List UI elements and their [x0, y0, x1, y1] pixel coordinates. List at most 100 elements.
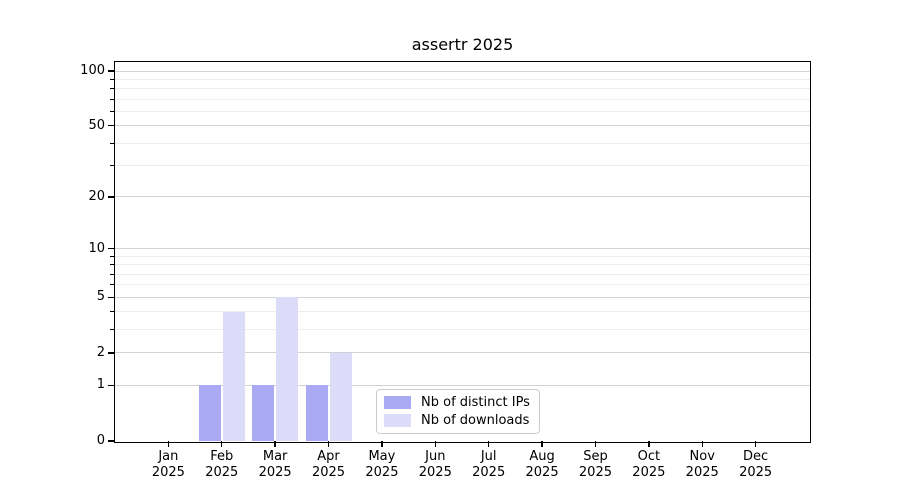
y-tick-mark	[108, 196, 114, 198]
gridline-major	[115, 125, 810, 127]
gridline-major	[115, 248, 810, 250]
legend-item-distinct-ips: Nb of distinct IPs	[384, 395, 530, 410]
gridline-minor	[115, 78, 810, 80]
y-tick-mark	[108, 352, 114, 354]
x-tick-label-year: 2025	[258, 464, 292, 480]
y-tick-mark	[108, 384, 114, 387]
x-tick-label-year: 2025	[578, 464, 612, 480]
y-tick-mark	[108, 248, 114, 250]
y-minor-tick-mark	[110, 142, 114, 144]
legend-swatch-distinct-ips	[384, 396, 411, 409]
x-tick-label-month: Apr	[317, 449, 340, 464]
gridline-minor	[115, 273, 810, 275]
gridline-minor	[115, 142, 810, 144]
x-tick-mark	[274, 441, 276, 447]
y-tick-label: 5	[96, 289, 105, 305]
y-minor-tick-mark	[110, 273, 114, 275]
y-tick-mark	[108, 70, 114, 72]
x-tick-label: Jan 2025	[136, 449, 200, 480]
chart-title: assertr 2025	[411, 35, 514, 54]
y-minor-tick-mark	[110, 264, 114, 266]
bar-downloads	[276, 297, 299, 441]
x-tick-label-month: Aug	[529, 449, 555, 464]
x-tick-label-year: 2025	[525, 464, 559, 480]
bar-downloads	[222, 311, 245, 441]
x-tick-mark	[541, 441, 543, 447]
x-tick-label: Aug 2025	[510, 449, 574, 480]
x-tick-label-year: 2025	[418, 464, 452, 480]
y-minor-tick-mark	[110, 165, 114, 167]
x-tick-label-month: Dec	[743, 449, 769, 464]
bar-distinct-ips	[252, 385, 275, 441]
y-minor-tick-mark	[110, 78, 114, 80]
y-minor-tick-mark	[110, 329, 114, 331]
gridline-minor	[115, 264, 810, 266]
x-tick-label-year: 2025	[205, 464, 239, 480]
gridline-minor	[115, 98, 810, 100]
x-tick-label: Feb 2025	[190, 449, 254, 480]
x-tick-label-month: Mar	[262, 449, 288, 464]
x-tick-mark	[381, 441, 383, 447]
legend-item-downloads: Nb of downloads	[384, 413, 530, 428]
gridline-minor	[115, 255, 810, 257]
gridline-major	[115, 70, 810, 72]
gridline-major	[115, 384, 810, 386]
y-minor-tick-mark	[110, 88, 114, 90]
legend-label-downloads: Nb of downloads	[421, 413, 530, 428]
y-minor-tick-mark	[110, 255, 114, 257]
x-tick-mark	[594, 441, 597, 447]
x-tick-mark	[648, 441, 650, 447]
y-tick-mark	[108, 125, 114, 127]
x-tick-label-month: Feb	[210, 449, 234, 464]
legend-swatch-downloads	[384, 414, 411, 427]
y-tick-label: 0	[96, 433, 105, 448]
y-tick-label: 20	[88, 188, 105, 204]
x-tick-label-year: 2025	[151, 464, 185, 480]
x-tick-label-month: May	[368, 449, 396, 464]
x-tick-label: Dec 2025	[724, 449, 788, 480]
gridline-minor	[115, 284, 810, 286]
x-tick-label-year: 2025	[632, 464, 666, 480]
x-tick-mark	[701, 441, 703, 447]
y-tick-label: 2	[96, 344, 105, 360]
x-tick-label: Oct 2025	[617, 449, 681, 480]
x-tick-label: Nov 2025	[670, 449, 734, 480]
x-tick-label: Apr 2025	[297, 449, 361, 480]
x-tick-label-year: 2025	[685, 464, 719, 480]
x-tick-label: Jul 2025	[457, 449, 521, 480]
x-tick-label-year: 2025	[472, 464, 506, 480]
x-tick-label-year: 2025	[739, 464, 773, 480]
x-tick-label-month: Jul	[480, 449, 497, 464]
y-tick-label: 10	[88, 240, 105, 256]
x-tick-label-year: 2025	[311, 464, 346, 480]
gridline-minor	[115, 311, 810, 313]
gridline-major	[115, 196, 810, 198]
x-tick-mark	[754, 441, 757, 447]
y-minor-tick-mark	[110, 110, 114, 112]
y-tick-label: 50	[88, 117, 105, 133]
bar-distinct-ips	[198, 385, 221, 441]
gridline-major	[115, 296, 810, 298]
x-tick-label-month: Nov	[689, 449, 715, 464]
x-tick-label: Jun 2025	[403, 449, 467, 480]
x-tick-mark	[434, 441, 436, 447]
y-tick-label: 100	[80, 63, 105, 78]
y-minor-tick-mark	[110, 284, 114, 286]
x-tick-label: May 2025	[350, 449, 414, 480]
x-tick-label-month: Sep	[583, 449, 608, 464]
y-tick-label: 1	[96, 377, 105, 393]
x-tick-label-year: 2025	[365, 464, 399, 480]
gridline-minor	[115, 329, 810, 331]
gridline-minor	[115, 165, 810, 167]
x-tick-mark	[221, 441, 223, 447]
y-tick-mark	[108, 296, 114, 299]
legend: Nb of distinct IPs Nb of downloads	[376, 389, 540, 434]
gridline-minor	[115, 110, 810, 112]
x-tick-mark	[487, 441, 490, 447]
legend-label-distinct-ips: Nb of distinct IPs	[421, 395, 530, 410]
y-minor-tick-mark	[110, 311, 114, 313]
bar-distinct-ips	[305, 385, 328, 441]
plot-area: 0 1 2 5 10 20 50 100 Jan 2025 Feb 2025 Mar 2025 Apr 202…	[80, 61, 811, 480]
gridline-major	[115, 352, 810, 354]
